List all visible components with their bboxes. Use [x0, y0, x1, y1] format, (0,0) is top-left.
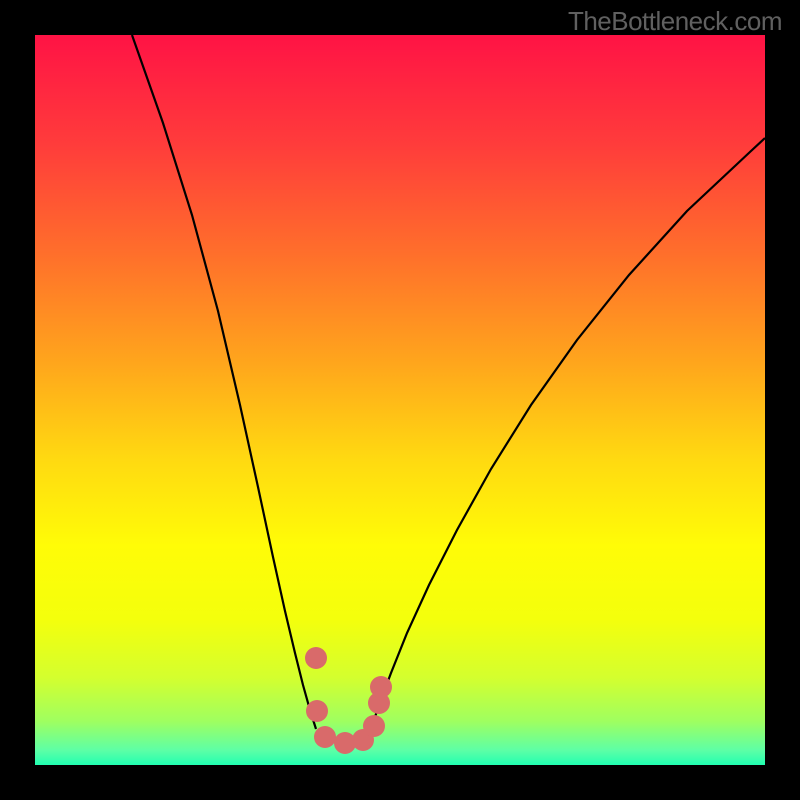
watermark-text: TheBottleneck.com: [568, 6, 782, 37]
chart-plot: [35, 35, 765, 765]
gradient-background: [35, 35, 765, 765]
